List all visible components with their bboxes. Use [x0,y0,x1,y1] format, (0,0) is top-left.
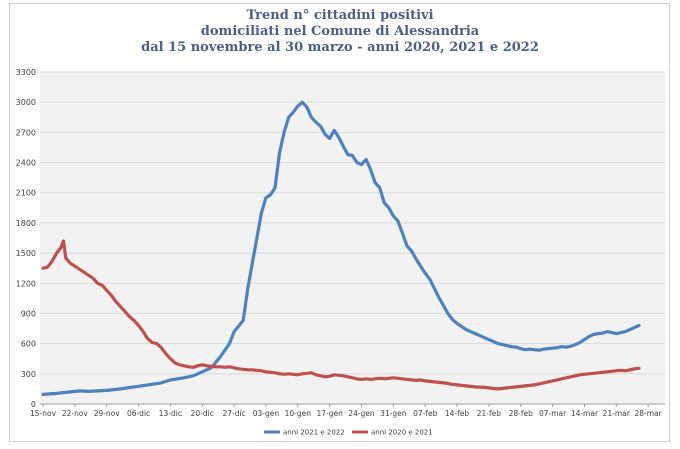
legend-label-2020-2021: anni 2020 e 2021 [371,429,433,437]
y-tick-label-0: 0 [31,400,36,409]
chart-title-line-2: domiciliati nel Comune di Alessandria [200,24,480,39]
x-tick-label-03-gen: 03-gen [253,409,280,418]
y-tick-label-600: 600 [21,340,36,349]
gridlines [40,71,665,405]
x-tick-label-28-mar: 28-mar [635,409,663,418]
x-tick-label-17-gen: 17-gen [316,409,343,418]
x-tick-label-21-mar: 21-mar [603,409,631,418]
x-tick-label-24-gen: 24-gen [348,409,375,418]
plot-area-background [40,72,665,404]
legend: anni 2021 e 2022 anni 2020 e 2021 [264,429,433,437]
y-axis-tick-labels: 0 300 600 900 1200 1500 1800 2100 2400 2700 3000 33… [16,68,36,409]
y-tick-label-2100: 2100 [16,189,36,198]
y-tick-label-300: 300 [21,370,36,379]
x-tick-label-06-dic: 06-dic [127,409,150,418]
x-tick-label-31-gen: 31-gen [380,409,407,418]
series-line-2021-2022 [41,100,641,396]
x-tick-label-13-dic: 13-dic [159,409,182,418]
x-tick-label-21-feb: 21-feb [477,409,502,418]
x-tick-label-22-nov: 22-nov [62,409,89,418]
y-tick-label-2700: 2700 [16,128,36,137]
y-tick-label-3300: 3300 [16,68,36,77]
x-tick-label-14-feb: 14-feb [445,409,470,418]
x-tick-label-20-dic: 20-dic [191,409,214,418]
y-tick-label-2400: 2400 [16,159,36,168]
x-axis-tick-labels: 15-nov 22-nov 29-nov 06-dic 13-dic 20-dic 27-d… [30,404,663,418]
chart-title-line-1: Trend n° cittadini positivi [246,8,434,23]
chart-title-line-3: dal 15 novembre al 30 marzo - anni 2020,… [141,40,539,55]
x-tick-label-07-feb: 07-feb [413,409,438,418]
x-tick-label-27-dic: 27-dic [222,409,245,418]
x-tick-label-14-mar: 14-mar [571,409,599,418]
x-tick-label-10-gen: 10-gen [285,409,312,418]
x-tick-label-28-feb: 28-feb [509,409,534,418]
x-tick-label-15-nov: 15-nov [30,409,57,418]
series-layer [41,100,641,396]
y-tick-label-3000: 3000 [16,98,36,107]
y-tick-label-1800: 1800 [16,219,36,228]
y-tick-label-1200: 1200 [16,279,36,288]
x-tick-label-29-nov: 29-nov [94,409,121,418]
series-line-2020-2021 [41,239,641,391]
x-tick-label-07-mar: 07-mar [539,409,567,418]
y-tick-label-900: 900 [21,309,36,318]
y-tick-label-1500: 1500 [16,249,36,258]
legend-label-2021-2022: anni 2021 e 2022 [283,429,345,437]
chart-title: Trend n° cittadini positivi domiciliati … [0,8,680,56]
